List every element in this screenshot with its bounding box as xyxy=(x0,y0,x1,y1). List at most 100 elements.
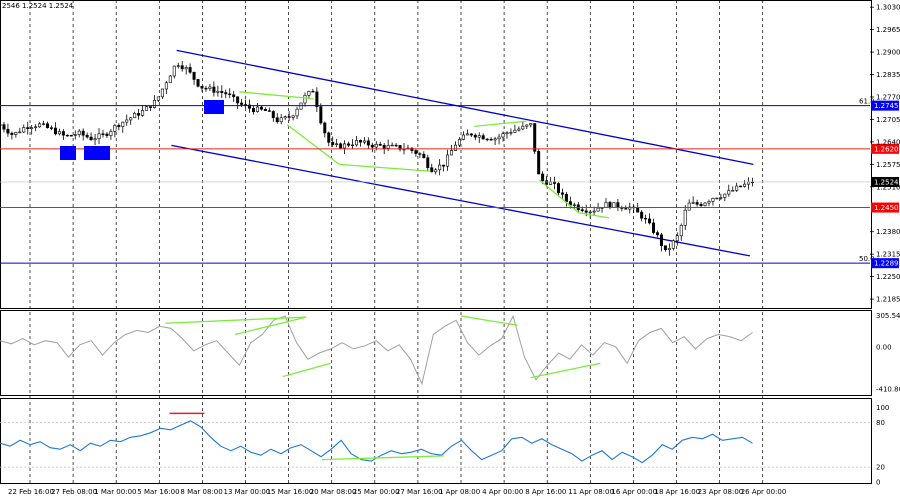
candle-body xyxy=(501,133,505,138)
level-fib-50.0-label: 50.0 xyxy=(859,255,875,263)
candle-body xyxy=(315,91,319,107)
candle-body xyxy=(592,210,596,213)
candle-body xyxy=(251,108,255,113)
candle-body xyxy=(26,127,30,129)
candle-body xyxy=(105,133,109,136)
candle-body xyxy=(339,143,343,149)
candle-body xyxy=(232,94,236,98)
time-tick-label: 18 Apr 16:00 xyxy=(655,488,701,496)
candle-body xyxy=(291,115,295,118)
candle-body xyxy=(410,147,414,151)
candle-body xyxy=(18,131,22,134)
candle-body xyxy=(370,144,374,148)
candle-body xyxy=(93,138,97,141)
candle-body xyxy=(521,125,525,130)
candle-body xyxy=(727,190,731,195)
candle-body xyxy=(398,145,402,150)
rsi-tick-label: 20 xyxy=(876,464,885,472)
candle-body xyxy=(212,86,216,93)
cci-divergence-line xyxy=(165,316,307,324)
candle-body xyxy=(477,135,481,138)
candle-body xyxy=(489,138,493,141)
candle-body xyxy=(695,202,699,205)
price-tick-label: 1.2380 xyxy=(876,228,900,236)
candle-body xyxy=(612,202,616,208)
candle-body xyxy=(248,104,252,109)
candle-body xyxy=(588,211,592,214)
price-panel: 61.81.2745 1.2620 1.2524 1.2450 50.01.2289 2… xyxy=(0,0,900,309)
candle-body xyxy=(351,144,355,147)
candle-body xyxy=(81,130,85,136)
time-tick-label: 27 Feb 08:00 xyxy=(51,488,97,496)
candle-body xyxy=(465,133,469,136)
candle-body xyxy=(382,145,386,149)
candle-body xyxy=(2,124,6,130)
candle-body xyxy=(22,127,26,133)
candle-body xyxy=(652,222,656,233)
level-fib-61.8-tag-text: 1.2745 xyxy=(874,102,899,110)
candle-body xyxy=(97,133,101,140)
level-fib-61.8-label: 61.8 xyxy=(859,98,875,106)
candle-body xyxy=(426,157,430,169)
candle-body xyxy=(453,144,457,151)
candle-body xyxy=(648,218,652,224)
candle-body xyxy=(343,143,347,149)
level-support-tag-text: 1.2450 xyxy=(874,204,899,212)
candle-body xyxy=(687,202,691,211)
candle-body xyxy=(319,106,323,124)
candle-body xyxy=(255,106,259,113)
candle-body xyxy=(707,201,711,204)
time-tick-label: 16 Apr 00:00 xyxy=(611,488,657,496)
level-current-price-tag-box xyxy=(871,176,899,187)
cci-panel: 305.5401 0.00 -410.803 xyxy=(0,310,900,396)
candle-body xyxy=(703,202,707,206)
time-tick-label: 8 Apr 16:00 xyxy=(525,488,566,496)
candle-body xyxy=(636,207,640,213)
candle-body xyxy=(386,145,390,149)
candle-body xyxy=(596,207,600,212)
candle-body xyxy=(545,180,549,185)
candle-body xyxy=(30,127,34,129)
candle-body xyxy=(188,67,192,73)
candle-body xyxy=(240,102,244,105)
candle-body xyxy=(121,121,125,127)
price-tick-label: 1.2510 xyxy=(876,183,900,191)
candle-body xyxy=(152,100,156,108)
candle-body xyxy=(390,144,394,147)
candle-body xyxy=(180,65,184,70)
candle-body xyxy=(667,248,671,250)
price-tick-label: 1.2900 xyxy=(876,49,900,57)
candle-body xyxy=(208,86,212,89)
candle-body xyxy=(303,94,307,104)
candle-body xyxy=(572,204,576,206)
candle-body xyxy=(160,88,164,98)
candle-body xyxy=(533,123,537,152)
candle-body xyxy=(414,150,418,154)
candle-body xyxy=(683,209,687,226)
candle-body xyxy=(65,134,69,137)
candle-body xyxy=(335,143,339,145)
candle-body xyxy=(394,144,398,147)
candle-body xyxy=(644,217,648,220)
candle-body xyxy=(113,125,117,132)
candle-body xyxy=(723,193,727,198)
candle-body xyxy=(89,136,93,141)
candle-body xyxy=(311,90,315,93)
cci-tick-label: 0.00 xyxy=(876,343,892,351)
candle-body xyxy=(604,201,608,208)
cci-divergence-line xyxy=(460,315,518,326)
candle-body xyxy=(719,197,723,199)
candle-body xyxy=(53,127,57,135)
candle-body xyxy=(149,106,153,108)
candle-body xyxy=(430,167,434,173)
time-tick-label: 25 Mar 00:00 xyxy=(353,488,400,496)
candle-body xyxy=(327,132,331,143)
time-tick-label: 1 Mar 00:00 xyxy=(94,488,136,496)
price-tick-label: 1.2185 xyxy=(876,296,900,304)
price-divergence-line xyxy=(578,212,610,219)
price-tick-label: 1.2965 xyxy=(876,26,900,34)
candle-body xyxy=(145,106,149,111)
candle-body xyxy=(354,140,358,146)
candle-body xyxy=(461,134,465,140)
